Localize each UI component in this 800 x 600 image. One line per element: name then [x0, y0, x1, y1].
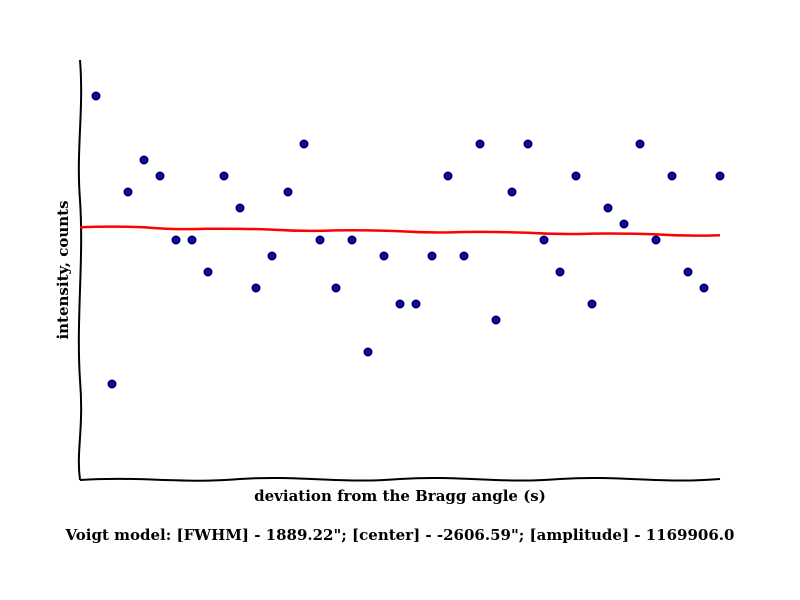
data-point	[315, 235, 325, 245]
voigt-fit-line	[79, 225, 721, 237]
data-point	[235, 203, 245, 213]
data-point	[587, 299, 597, 309]
data-point	[683, 267, 693, 277]
data-point	[171, 235, 181, 245]
data-point	[91, 91, 101, 101]
data-point	[331, 283, 341, 293]
data-point	[635, 139, 645, 149]
data-point	[363, 347, 373, 357]
y-axis-label: intensity, counts	[54, 200, 72, 339]
data-point	[443, 171, 453, 181]
data-point	[395, 299, 405, 309]
data-point	[667, 171, 677, 181]
data-point	[379, 251, 389, 261]
data-point	[299, 139, 309, 149]
data-point	[715, 171, 725, 181]
data-point	[427, 251, 437, 261]
data-point	[283, 187, 293, 197]
x-axis-line	[79, 476, 721, 482]
data-point	[459, 251, 469, 261]
x-axis-label: deviation from the Bragg angle (s)	[254, 487, 546, 505]
data-point	[523, 139, 533, 149]
data-point	[555, 267, 565, 277]
fit-curve	[79, 225, 721, 237]
data-point	[571, 171, 581, 181]
data-points	[91, 91, 725, 389]
data-point	[267, 251, 277, 261]
data-point	[411, 299, 421, 309]
data-point	[619, 219, 629, 229]
data-point	[507, 187, 517, 197]
data-point	[539, 235, 549, 245]
y-axis-line	[77, 59, 83, 481]
data-point	[219, 171, 229, 181]
data-point	[203, 267, 213, 277]
data-point	[475, 139, 485, 149]
data-point	[251, 283, 261, 293]
data-point	[107, 379, 117, 389]
data-point	[123, 187, 133, 197]
data-point	[139, 155, 149, 165]
data-point	[155, 171, 165, 181]
data-point	[491, 315, 501, 325]
fit-caption: Voigt model: [FWHM] - 1889.22"; [center]…	[65, 526, 735, 544]
data-point	[603, 203, 613, 213]
data-point	[651, 235, 661, 245]
data-point	[347, 235, 357, 245]
data-point	[187, 235, 197, 245]
data-point	[699, 283, 709, 293]
